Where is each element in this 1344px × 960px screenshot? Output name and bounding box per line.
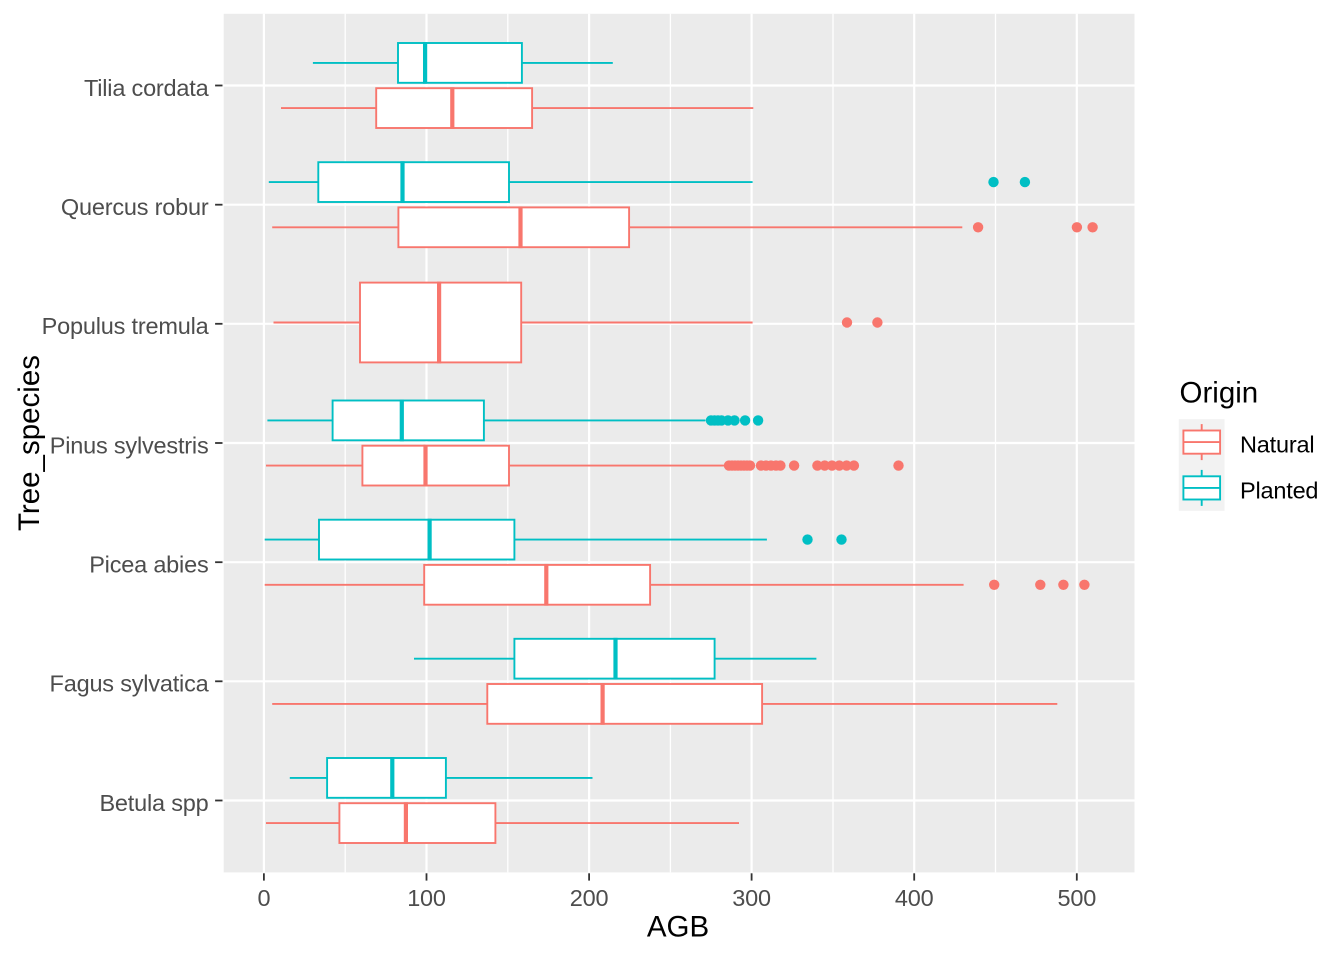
svg-text:Pinus sylvestris: Pinus sylvestris <box>50 432 209 458</box>
svg-text:500: 500 <box>1057 885 1096 911</box>
svg-text:0: 0 <box>257 885 270 911</box>
svg-text:Populus tremula: Populus tremula <box>42 313 210 339</box>
svg-text:Picea abies: Picea abies <box>89 552 208 578</box>
svg-text:200: 200 <box>570 885 609 911</box>
svg-text:300: 300 <box>732 885 771 911</box>
svg-text:Origin: Origin <box>1180 377 1259 410</box>
svg-text:100: 100 <box>407 885 446 911</box>
svg-text:Betula spp: Betula spp <box>99 790 208 816</box>
svg-text:Planted: Planted <box>1240 477 1318 503</box>
svg-text:Fagus sylvatica: Fagus sylvatica <box>50 671 210 697</box>
svg-text:Tree_species: Tree_species <box>13 355 46 531</box>
svg-text:AGB: AGB <box>647 910 709 943</box>
svg-text:Natural: Natural <box>1240 431 1314 457</box>
svg-text:Quercus robur: Quercus robur <box>61 194 209 220</box>
svg-text:Tilia cordata: Tilia cordata <box>84 75 210 101</box>
svg-text:400: 400 <box>895 885 934 911</box>
